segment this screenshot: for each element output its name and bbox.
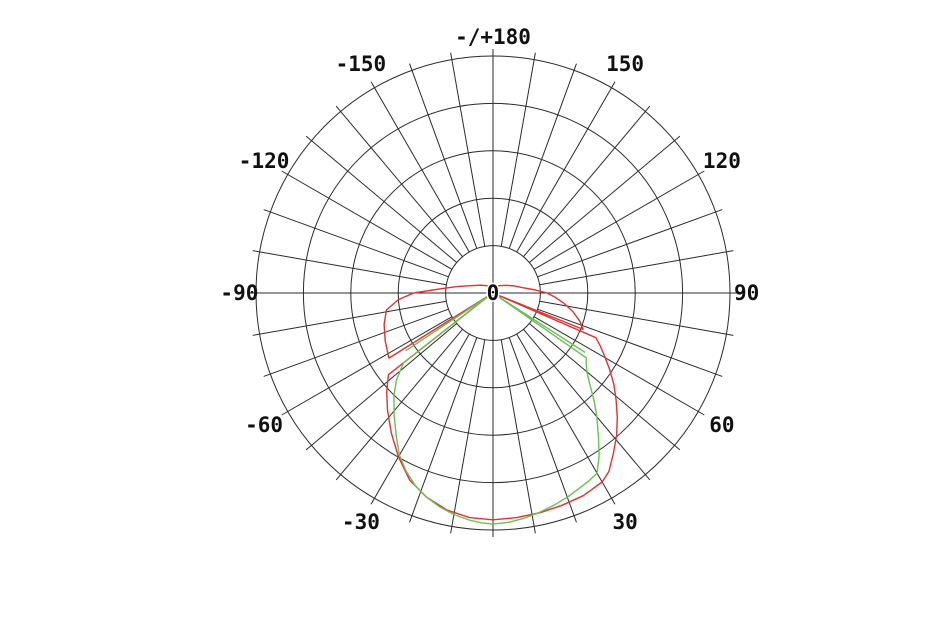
grid-spoke — [500, 339, 536, 534]
grid-spoke — [528, 323, 681, 451]
grid-spoke — [508, 337, 577, 523]
grid-spoke — [523, 105, 651, 258]
grid-spoke — [528, 135, 681, 263]
grid-spoke — [533, 316, 705, 416]
grid-spoke — [263, 209, 449, 278]
angle-label-30: 30 — [612, 510, 637, 534]
grid-spoke — [539, 300, 734, 336]
grid-spoke — [281, 170, 453, 270]
angle-labels: -/+180 -150 150 -120 120 -90 90 -60 60 -30 30 — [220, 25, 759, 534]
grid-spoke — [537, 209, 723, 278]
grid-spoke — [281, 316, 453, 416]
grid-spoke — [252, 250, 447, 286]
angle-label-150: 150 — [606, 52, 644, 76]
distribution-curves — [383, 284, 618, 525]
grid-spoke — [409, 337, 478, 523]
grid-spoke — [523, 328, 651, 481]
grid-spoke — [305, 135, 458, 263]
angle-label-120: 120 — [703, 149, 741, 173]
angle-label--150: -150 — [336, 52, 387, 76]
grid-spoke — [500, 52, 536, 247]
angle-label--30: -30 — [342, 510, 380, 534]
red_curve — [383, 284, 618, 521]
angle-label--90: -90 — [220, 281, 258, 305]
grid-spoke — [516, 333, 616, 505]
angle-label-60: 60 — [709, 413, 734, 437]
grid-spoke — [263, 308, 449, 377]
grid-spoke — [508, 63, 577, 249]
polar-grid — [249, 49, 737, 537]
grid-spoke — [533, 170, 705, 270]
grid-spoke — [370, 81, 470, 253]
grid-spoke — [335, 105, 463, 258]
green_curve — [393, 294, 600, 525]
grid-spoke — [409, 63, 478, 249]
grid-spoke — [450, 52, 486, 247]
grid-spoke — [537, 308, 723, 377]
grid-spoke — [305, 323, 458, 451]
grid-spoke — [516, 81, 616, 253]
angle-label-90: 90 — [734, 281, 759, 305]
grid-spoke — [450, 339, 486, 534]
grid-spoke — [335, 328, 463, 481]
radial-zero-label: 0 — [487, 281, 500, 305]
angle-label-180: -/+180 — [455, 25, 531, 49]
grid-spoke — [370, 333, 470, 505]
angle-label--120: -120 — [239, 149, 290, 173]
angle-label--60: -60 — [245, 413, 283, 437]
grid-spoke — [539, 250, 734, 286]
grid-spoke — [252, 300, 447, 336]
